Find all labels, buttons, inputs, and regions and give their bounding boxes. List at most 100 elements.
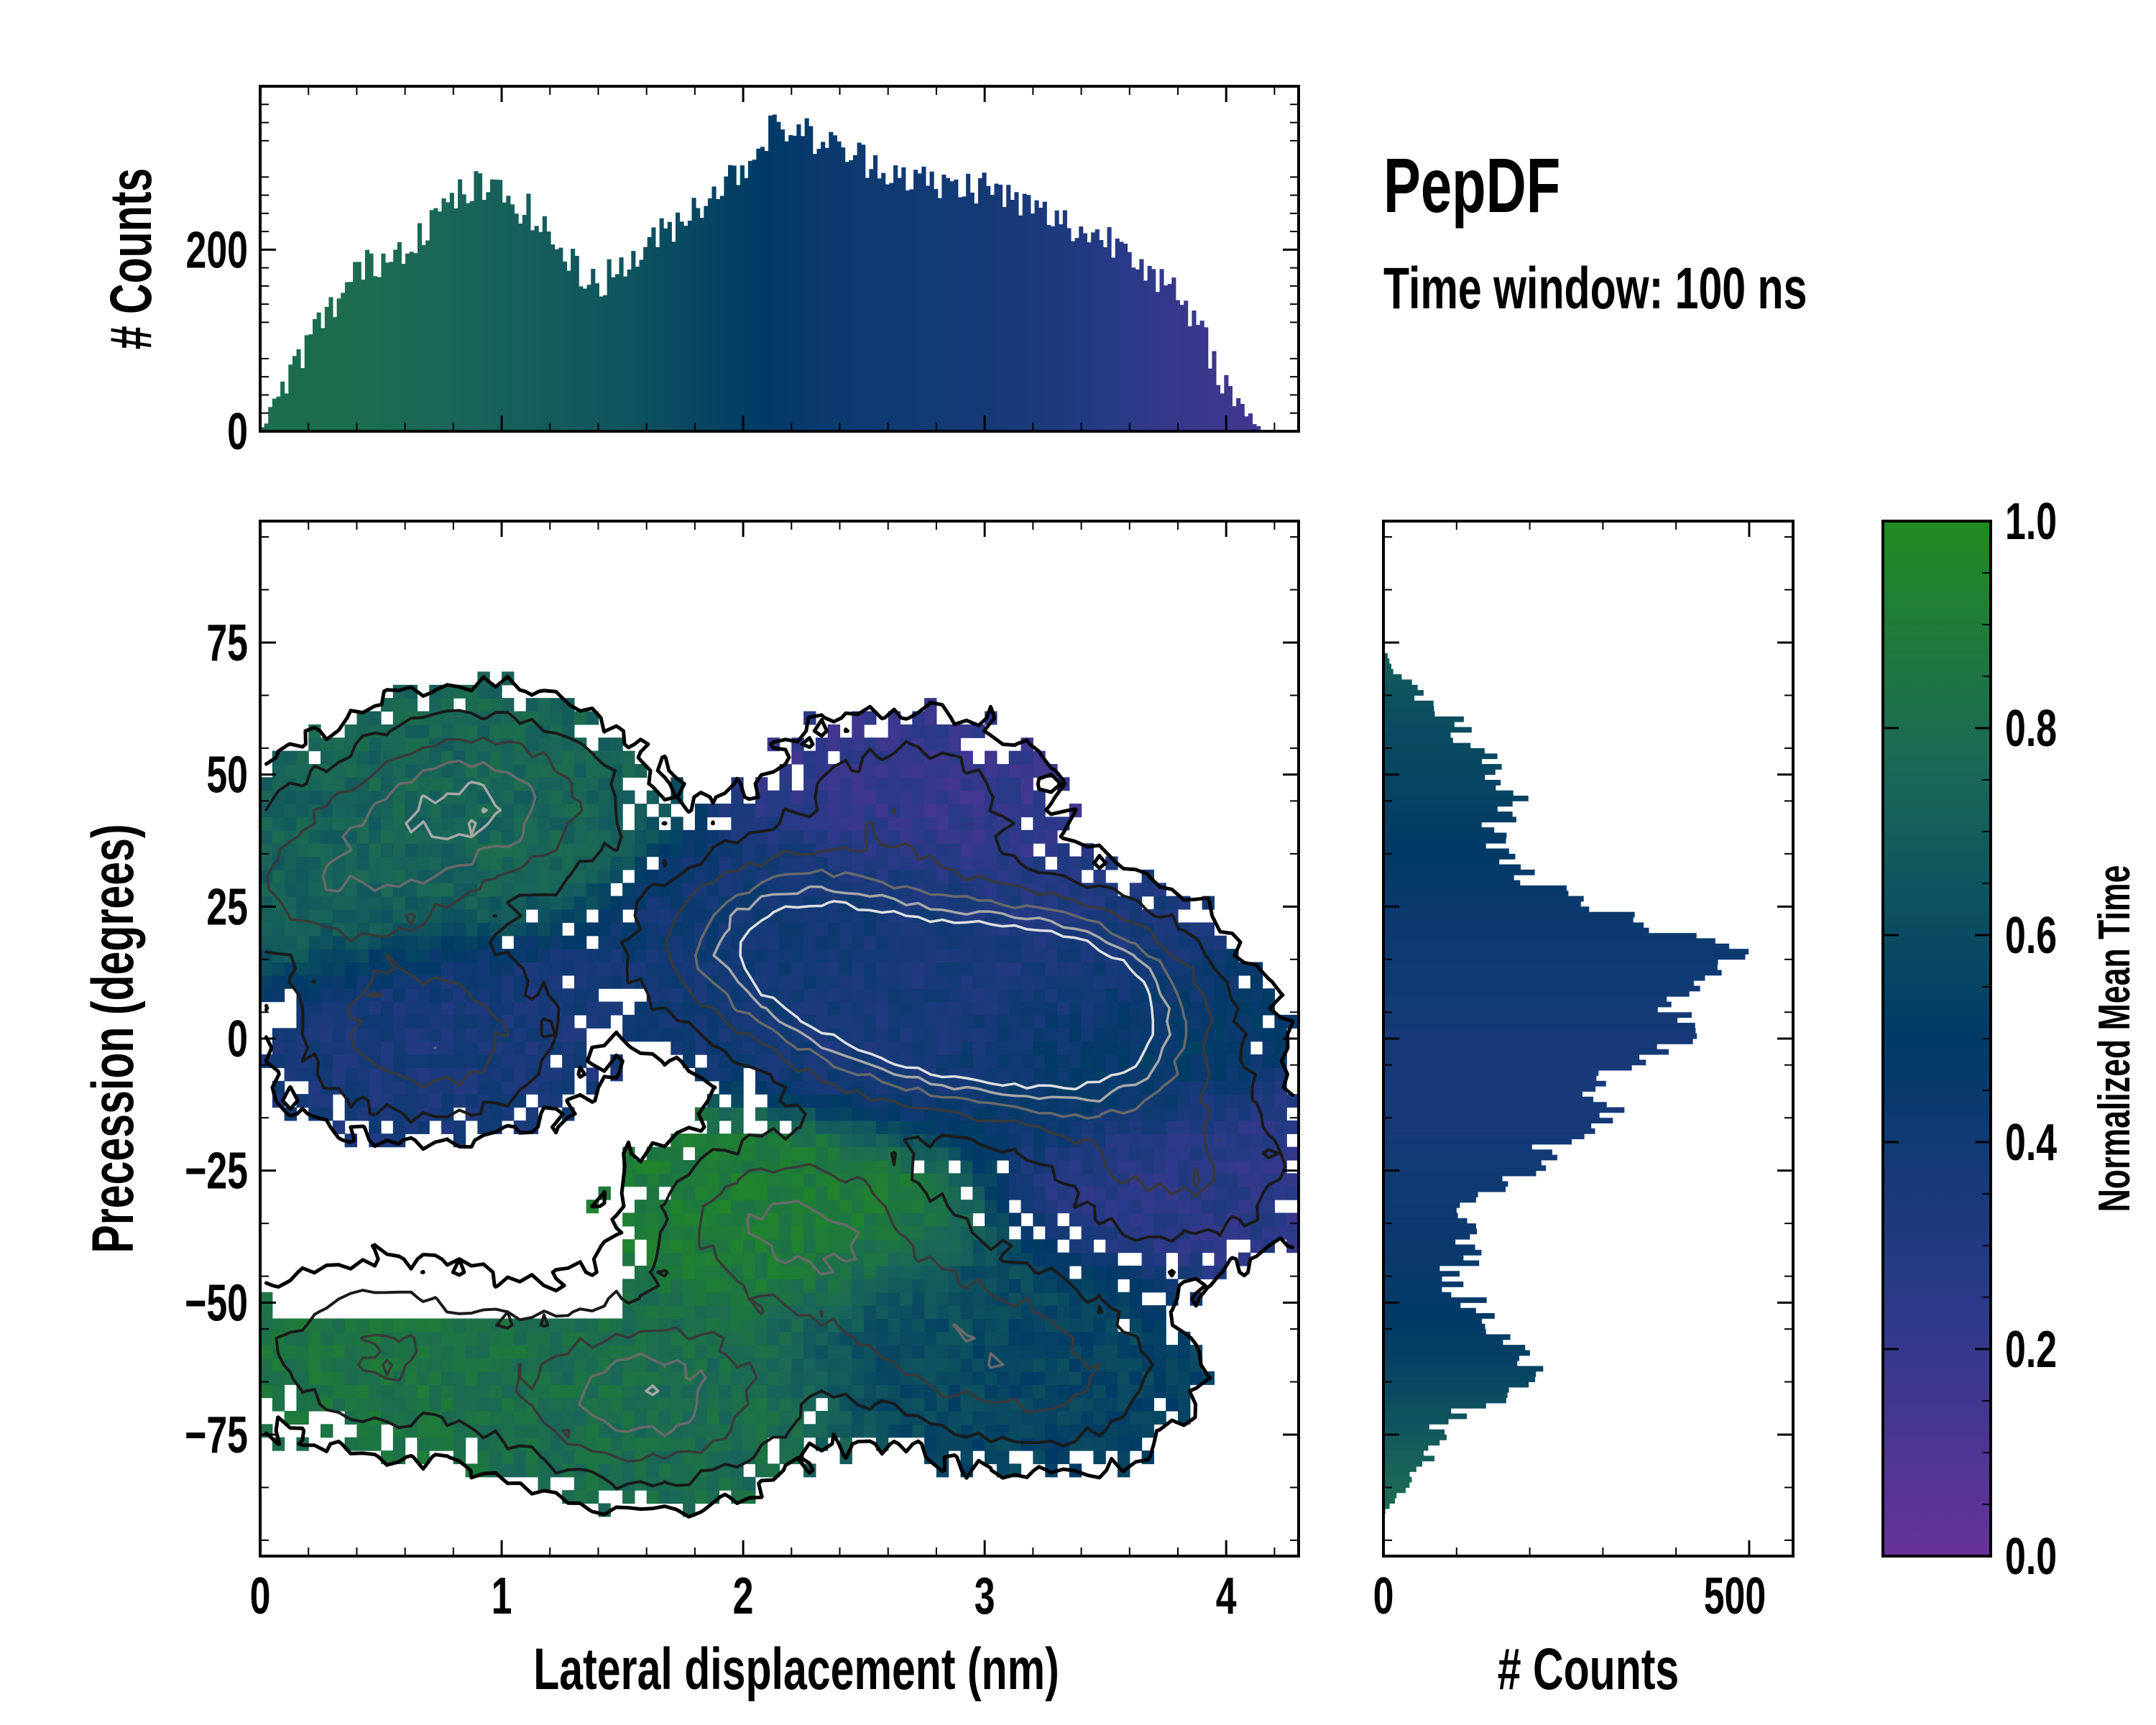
heatmap-cell <box>864 1331 877 1346</box>
heatmap-cell <box>779 1279 792 1293</box>
heatmap-cell <box>888 869 901 883</box>
heatmap-cell <box>429 1318 442 1333</box>
heatmap-cell <box>1069 1213 1082 1227</box>
heatmap-cell <box>815 1239 829 1254</box>
heatmap-cell <box>706 1384 720 1399</box>
heatmap-cell <box>369 896 382 910</box>
heatmap-cell <box>1021 869 1033 883</box>
top-bar <box>1236 397 1241 431</box>
heatmap-cell <box>392 1358 406 1372</box>
heatmap-cell <box>332 949 346 963</box>
heatmap-cell <box>875 1279 889 1293</box>
heatmap-cell <box>658 1345 671 1359</box>
heatmap-cell <box>912 1173 925 1187</box>
heatmap-cell <box>1033 1437 1046 1451</box>
top-bar <box>316 312 321 431</box>
heatmap-cell <box>1178 1397 1191 1412</box>
heatmap-cell <box>936 1041 949 1055</box>
right-bar <box>1383 1218 1468 1224</box>
heatmap-cell <box>1008 1265 1022 1279</box>
heatmap-cell <box>864 1305 877 1319</box>
heatmap-cell <box>706 1358 720 1372</box>
heatmap-cell <box>1093 1001 1106 1016</box>
heatmap-cell <box>525 883 539 897</box>
heatmap-cell <box>852 1305 865 1319</box>
heatmap-cell <box>453 1014 466 1029</box>
top-bar <box>651 227 656 431</box>
heatmap-cell <box>1105 1345 1118 1359</box>
heatmap-cell <box>864 1292 877 1306</box>
heatmap-cell <box>513 1014 527 1029</box>
heatmap-cell <box>1008 804 1022 818</box>
heatmap-cell <box>1008 1107 1022 1121</box>
heatmap-cell <box>344 1067 357 1082</box>
heatmap-cell <box>1238 1001 1251 1016</box>
heatmap-cell <box>948 962 962 976</box>
top-bar <box>1127 252 1132 431</box>
heatmap-cell <box>308 1094 321 1108</box>
heatmap-cell <box>912 1146 925 1161</box>
heatmap-cell <box>803 1265 816 1279</box>
top-bar <box>893 165 898 431</box>
heatmap-cell <box>683 935 696 949</box>
heatmap-cell <box>888 737 901 752</box>
heatmap-cell <box>900 1384 913 1399</box>
heatmap-cell <box>1045 1252 1058 1266</box>
heatmap-cell <box>1021 1305 1033 1319</box>
heatmap-cell <box>912 1001 925 1016</box>
heatmap-cell <box>743 1305 756 1319</box>
heatmap-cell <box>562 750 575 765</box>
heatmap-cell <box>815 988 829 1003</box>
heatmap-cell <box>344 1054 357 1068</box>
heatmap-cell <box>260 1358 273 1372</box>
heatmap-cell <box>308 737 321 752</box>
heatmap-cell <box>646 1463 660 1478</box>
heatmap-cell <box>936 896 949 910</box>
heatmap-cell <box>875 1213 889 1227</box>
right-bar <box>1383 1381 1529 1388</box>
heatmap-cell <box>489 1107 502 1121</box>
heatmap-cell <box>864 922 877 937</box>
heatmap-cell <box>888 1028 901 1042</box>
heatmap-cell <box>936 804 949 818</box>
heatmap-cell <box>912 1397 925 1412</box>
heatmap-cell <box>381 737 394 752</box>
heatmap-cell <box>477 1120 490 1134</box>
right-bar <box>1383 1397 1506 1404</box>
heatmap-cell <box>791 1424 804 1438</box>
heatmap-cell <box>948 1345 962 1359</box>
heatmap-cell <box>1153 1133 1166 1148</box>
heatmap-cell <box>465 935 478 949</box>
heatmap-cell <box>1189 1160 1203 1174</box>
heatmap-cell <box>827 816 841 831</box>
heatmap-cell <box>369 1424 382 1438</box>
right-x-tick-labels: 0 500 <box>1373 1568 1766 1625</box>
heatmap-cell <box>429 949 442 963</box>
heatmap-cell <box>755 1173 768 1187</box>
heatmap-cell <box>344 1437 357 1451</box>
top-bar <box>554 249 559 431</box>
heatmap-cell <box>996 869 1010 883</box>
heatmap-cell <box>610 1384 623 1399</box>
heatmap-cell <box>924 1424 937 1438</box>
heatmap-cell <box>815 1133 829 1148</box>
heatmap-cell <box>513 1067 527 1082</box>
right-bar <box>1383 1006 1658 1013</box>
top-bar <box>284 393 289 431</box>
heatmap-cell <box>1141 1213 1154 1227</box>
right-bar <box>1383 1386 1509 1393</box>
heatmap-cell <box>948 843 962 857</box>
heatmap-cell <box>586 829 599 844</box>
heatmap-cell <box>477 988 490 1003</box>
top-bar <box>599 296 604 431</box>
heatmap-cell <box>538 922 550 937</box>
heatmap-cell <box>936 935 949 949</box>
heatmap-cell <box>755 1463 768 1478</box>
heatmap-cell <box>502 790 515 804</box>
heatmap-cell <box>634 1384 648 1399</box>
heatmap-cell <box>803 816 816 831</box>
heatmap-cell <box>767 896 780 910</box>
heatmap-cell <box>888 1318 901 1333</box>
heatmap-cell <box>538 1080 550 1095</box>
heatmap-cell <box>502 750 515 765</box>
